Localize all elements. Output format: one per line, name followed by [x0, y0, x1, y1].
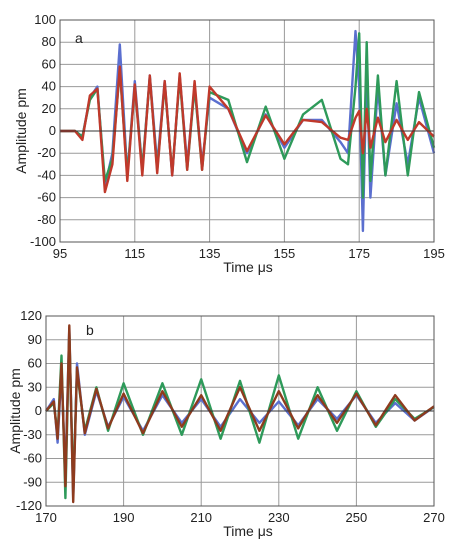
y-tick-label: 100: [34, 12, 56, 27]
x-tick-label: 270: [423, 510, 445, 525]
x-tick-label: 170: [35, 510, 57, 525]
x-tick-label: 155: [274, 246, 296, 261]
plot-frame: [59, 19, 435, 243]
panel-label: b: [86, 322, 94, 338]
y-tick-label: -90: [23, 474, 42, 489]
y-axis-title: Amplitude pm: [7, 368, 23, 454]
x-tick-label: 190: [113, 510, 135, 525]
y-tick-label: 60: [42, 56, 56, 71]
y-tick-label: 40: [42, 79, 56, 94]
y-tick-label: 0: [49, 123, 56, 138]
y-tick-label: 60: [28, 356, 42, 371]
y-tick-label: -20: [37, 145, 56, 160]
x-tick-label: 175: [348, 246, 370, 261]
y-tick-label: -120: [16, 498, 42, 513]
series-line-3: [45, 324, 435, 504]
x-axis-title: Time μs: [223, 523, 273, 539]
y-axis-title: Amplitude pm: [13, 88, 29, 174]
y-tick-label: -80: [37, 212, 56, 227]
y-tick-label: 0: [35, 403, 42, 418]
y-tick-label: 30: [28, 379, 42, 394]
panel-label: a: [75, 30, 83, 46]
x-tick-label: 95: [53, 246, 67, 261]
x-axis-title: Time μs: [223, 259, 273, 275]
x-tick-label: 230: [268, 510, 290, 525]
y-tick-label: -40: [37, 167, 56, 182]
y-tick-label: -60: [23, 451, 42, 466]
x-tick-label: 135: [199, 246, 221, 261]
y-tick-label: -100: [30, 234, 56, 249]
y-tick-label: 20: [42, 101, 56, 116]
plot-frame: [45, 315, 435, 507]
y-tick-label: 120: [20, 308, 42, 323]
y-tick-label: -60: [37, 190, 56, 205]
x-tick-label: 115: [124, 246, 145, 261]
y-tick-label: -30: [23, 427, 42, 442]
y-tick-label: 80: [42, 34, 56, 49]
y-tick-label: 90: [28, 332, 42, 347]
x-tick-label: 250: [346, 510, 368, 525]
series-line-3: [60, 65, 435, 194]
x-tick-label: 210: [190, 510, 212, 525]
x-tick-label: 195: [423, 246, 445, 261]
